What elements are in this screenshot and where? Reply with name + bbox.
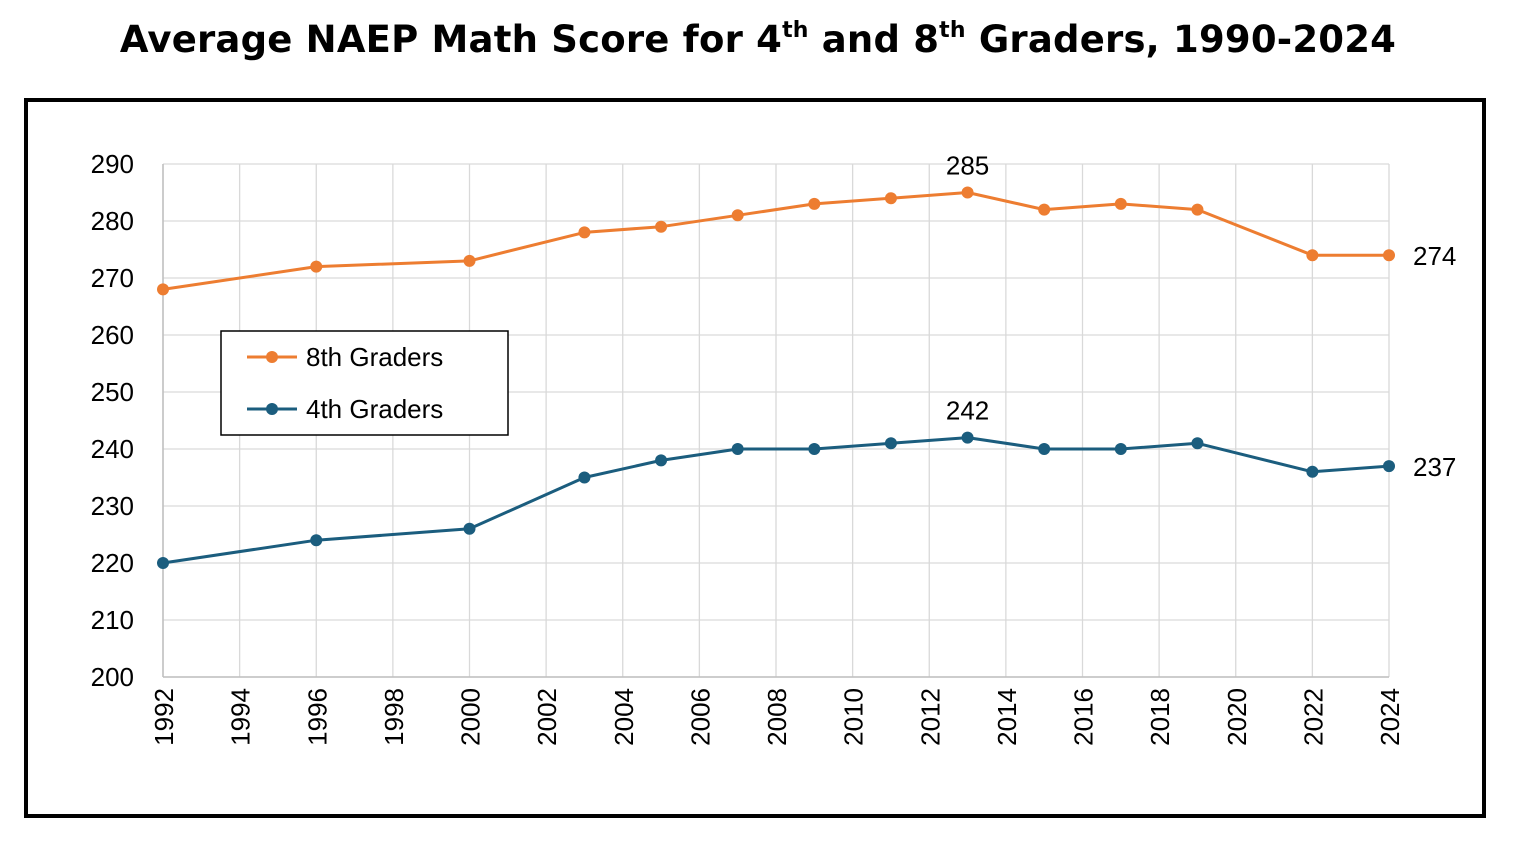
data-point-4th-2022: [1306, 465, 1319, 478]
data-label-3: 237: [1413, 452, 1456, 482]
x-tick-label-1994: 1994: [226, 688, 256, 746]
title-middle: and 8: [808, 18, 940, 61]
x-tick-label-2004: 2004: [609, 688, 639, 746]
y-tick-label-210: 210: [91, 605, 134, 635]
data-point-4th-2003: [578, 471, 591, 484]
x-tick-label-2002: 2002: [532, 688, 562, 746]
data-point-4th-2017: [1114, 443, 1127, 455]
title-superscript-1: th: [782, 18, 809, 43]
data-point-8th-2015: [1038, 203, 1051, 216]
series-line-4th-graders: [162, 436, 1390, 565]
title-end: Graders, 1990-2024: [965, 18, 1397, 61]
series-line-8th-graders: [162, 191, 1389, 291]
data-point-4th-1996: [310, 534, 323, 547]
data-point-4th-2007: [731, 443, 744, 455]
y-tick-label-250: 250: [91, 377, 134, 407]
data-point-4th-2005: [655, 454, 668, 467]
y-tick-label-220: 220: [91, 548, 134, 578]
data-point-8th-2013: [961, 186, 974, 199]
legend-marker-1: [266, 403, 278, 415]
x-tick-label-2006: 2006: [685, 688, 715, 746]
y-tick-label-260: 260: [91, 320, 134, 350]
x-tick-label-2018: 2018: [1145, 688, 1175, 746]
data-point-4th-2015: [1038, 443, 1051, 455]
y-tick-label-290: 290: [91, 149, 134, 179]
data-point-8th-1996: [310, 260, 323, 273]
data-point-4th-2000: [463, 522, 476, 535]
x-tick-label-2020: 2020: [1222, 688, 1252, 746]
y-tick-label-240: 240: [91, 434, 134, 464]
legend-label-1: 4th Graders: [306, 394, 443, 424]
y-tick-label-280: 280: [91, 206, 134, 236]
x-tick-label-1998: 1998: [379, 688, 409, 746]
data-point-4th-2011: [884, 437, 897, 450]
data-point-8th-2017: [1114, 197, 1127, 210]
axis-layer: 200 210 220 230 240 250 260 270 280 290 1992 1994 19…: [91, 149, 1405, 746]
data-point-8th-2000: [463, 254, 476, 267]
data-label-2: 242: [946, 396, 989, 426]
x-tick-label-1996: 1996: [302, 688, 332, 746]
legend-box: [220, 330, 509, 436]
x-tick-label-2010: 2010: [839, 688, 869, 746]
x-tick-label-1992: 1992: [149, 688, 179, 746]
data-point-4th-2009: [808, 443, 821, 455]
chart-frame: [24, 98, 1486, 818]
data-point-8th-1992: [157, 283, 169, 296]
y-tick-label-230: 230: [91, 491, 134, 521]
data-point-8th-2007: [731, 209, 744, 222]
data-point-8th-2019: [1191, 203, 1204, 216]
data-point-4th-2024: [1383, 460, 1395, 473]
y-tick-label-270: 270: [91, 263, 134, 293]
legend: 8th Graders 4th Graders: [220, 330, 509, 436]
data-label-0: 285: [946, 151, 989, 181]
legend-marker-0: [266, 351, 278, 363]
series-layer: [157, 186, 1395, 569]
legend-label-0: 8th Graders: [306, 342, 443, 372]
x-tick-label-2008: 2008: [762, 688, 792, 746]
x-tick-label-2014: 2014: [992, 688, 1022, 746]
x-tick-label-2012: 2012: [915, 688, 945, 746]
x-tick-label-2000: 2000: [456, 688, 486, 746]
data-point-4th-2019: [1191, 437, 1204, 450]
data-label-1: 274: [1413, 241, 1456, 271]
data-point-4th-1992: [157, 557, 169, 569]
data-point-8th-2003: [578, 226, 591, 239]
title-superscript-2: th: [939, 18, 966, 43]
data-point-4th-2013: [961, 431, 974, 444]
title-main: Average NAEP Math Score for 4: [119, 18, 783, 61]
data-point-8th-2005: [655, 220, 668, 233]
data-point-8th-2024: [1383, 249, 1395, 262]
x-tick-label-2016: 2016: [1069, 688, 1099, 746]
y-tick-label-200: 200: [91, 662, 134, 692]
chart-title: Average NAEP Math Score for 4th and 8th …: [0, 18, 1516, 61]
label-layer: 285 274 242 237: [946, 151, 1457, 483]
data-point-8th-2011: [884, 192, 897, 205]
data-point-8th-2022: [1306, 249, 1319, 262]
data-point-8th-2009: [808, 197, 821, 210]
x-tick-label-2022: 2022: [1298, 688, 1328, 746]
x-tick-label-2024: 2024: [1375, 688, 1405, 746]
